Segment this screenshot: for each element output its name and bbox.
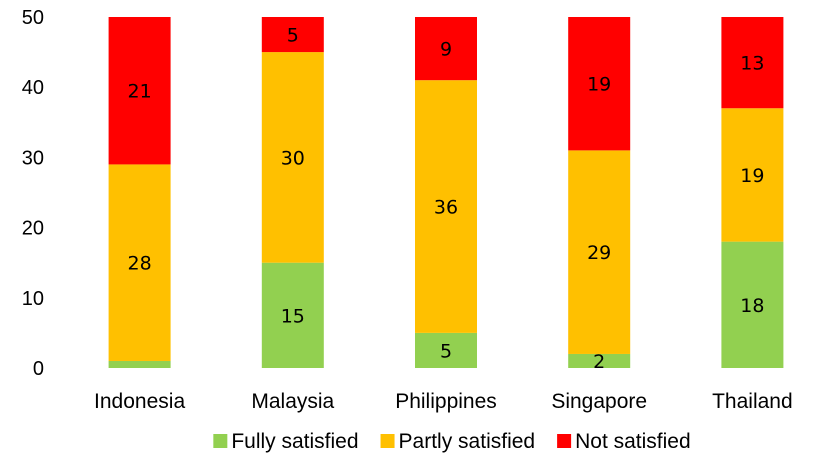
data-label-indonesia-not-satisfied: 21	[128, 81, 152, 103]
bar-philippines-partly-satisfied	[415, 80, 477, 333]
bar-indonesia-fully-satisfied	[108, 360, 171, 368]
bar-philippines-fully-satisfied	[415, 332, 477, 368]
bar-singapore-partly-satisfied	[568, 150, 631, 354]
legend-label-partly-satisfied: Partly satisfied	[399, 430, 536, 453]
x-tick-label-singapore: Singapore	[551, 390, 647, 413]
y-tick-label-20: 20	[22, 218, 44, 240]
data-label-malaysia-fully-satisfied: 15	[281, 305, 305, 327]
legend-label-fully-satisfied: Fully satisfied	[231, 430, 358, 453]
legend-item-not-satisfied: Not satisfied	[557, 430, 691, 453]
legend-swatch-fully-satisfied	[213, 434, 228, 448]
bar-singapore-not-satisfied	[568, 17, 631, 151]
y-tick-label-10: 10	[22, 288, 44, 310]
data-label-singapore-not-satisfied: 19	[587, 74, 611, 96]
legend: Fully satisfied Partly satisfied Not satis…	[213, 430, 691, 453]
legend-swatch-not-satisfied	[557, 434, 572, 448]
legend-swatch-partly-satisfied	[380, 434, 395, 448]
data-label-philippines-not-satisfied: 9	[440, 39, 452, 61]
data-label-singapore-fully-satisfied: 2	[593, 351, 605, 373]
y-axis: 0 10 20 30 40 50	[22, 7, 44, 380]
data-label-thailand-partly-satisfied: 19	[740, 165, 764, 187]
bar-malaysia-not-satisfied	[261, 17, 324, 53]
bar-singapore-fully-satisfied	[568, 353, 631, 368]
legend-item-partly-satisfied: Partly satisfied	[380, 430, 536, 453]
data-label-philippines-fully-satisfied: 5	[440, 340, 452, 362]
bar-thailand-fully-satisfied	[721, 241, 784, 368]
bar-thailand-not-satisfied	[721, 17, 784, 109]
data-label-philippines-partly-satisfied: 36	[434, 197, 458, 219]
data-label-singapore-partly-satisfied: 29	[587, 242, 611, 264]
data-label-thailand-fully-satisfied: 18	[740, 295, 764, 317]
legend-item-fully-satisfied: Fully satisfied	[213, 430, 359, 453]
y-tick-label-40: 40	[22, 77, 44, 99]
bar-malaysia-partly-satisfied	[261, 52, 324, 263]
bar-thailand-partly-satisfied	[721, 108, 784, 242]
data-label-malaysia-not-satisfied: 5	[287, 25, 299, 47]
bar-indonesia-partly-satisfied	[108, 164, 171, 361]
x-tick-label-malaysia: Malaysia	[251, 390, 334, 413]
x-tick-label-philippines: Philippines	[395, 390, 497, 413]
data-label-indonesia-partly-satisfied: 28	[128, 253, 152, 275]
bar-indonesia-not-satisfied	[108, 17, 171, 165]
data-labels: 28 21 15 30 5 5 36 9 2 29 19 18 19 13	[128, 25, 765, 373]
y-tick-label-0: 0	[33, 358, 44, 380]
bars	[108, 17, 784, 368]
bar-malaysia-fully-satisfied	[261, 262, 324, 368]
bar-philippines-not-satisfied	[415, 17, 477, 81]
x-tick-label-indonesia: Indonesia	[94, 390, 185, 413]
data-label-malaysia-partly-satisfied: 30	[281, 147, 305, 169]
x-tick-label-thailand: Thailand	[712, 390, 793, 413]
x-axis: Indonesia Malaysia Philippines Singapore Tha…	[94, 390, 793, 413]
legend-label-not-satisfied: Not satisfied	[575, 430, 691, 453]
data-label-thailand-not-satisfied: 13	[740, 53, 764, 75]
y-tick-label-30: 30	[22, 147, 44, 169]
y-tick-label-50: 50	[22, 7, 44, 29]
